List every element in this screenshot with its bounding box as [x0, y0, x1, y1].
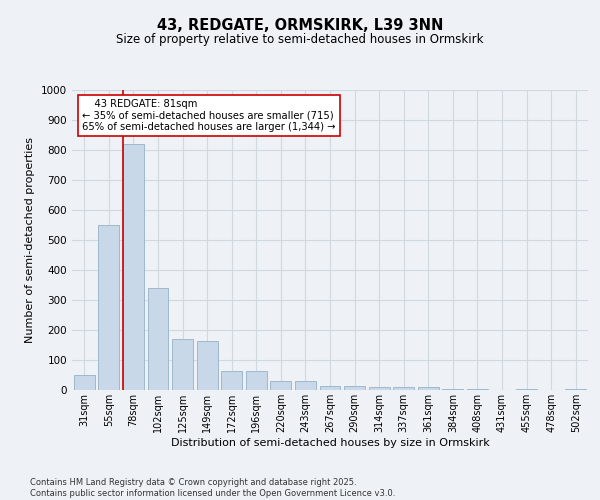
Bar [516, 388, 537, 390]
Bar [74, 375, 95, 390]
Bar [271, 381, 292, 390]
Text: 43 REDGATE: 81sqm
← 35% of semi-detached houses are smaller (715)
65% of semi-de: 43 REDGATE: 81sqm ← 35% of semi-detached… [82, 99, 336, 132]
Bar [123, 144, 144, 390]
Y-axis label: Number of semi-detached properties: Number of semi-detached properties [25, 137, 35, 343]
Bar [246, 370, 267, 390]
Bar [221, 370, 242, 390]
Text: 43, REDGATE, ORMSKIRK, L39 3NN: 43, REDGATE, ORMSKIRK, L39 3NN [157, 18, 443, 32]
Text: Size of property relative to semi-detached houses in Ormskirk: Size of property relative to semi-detach… [116, 32, 484, 46]
Bar [320, 386, 340, 390]
X-axis label: Distribution of semi-detached houses by size in Ormskirk: Distribution of semi-detached houses by … [170, 438, 490, 448]
Bar [344, 386, 365, 390]
Bar [98, 225, 119, 390]
Bar [295, 381, 316, 390]
Text: Contains HM Land Registry data © Crown copyright and database right 2025.
Contai: Contains HM Land Registry data © Crown c… [30, 478, 395, 498]
Bar [368, 387, 389, 390]
Bar [172, 339, 193, 390]
Bar [418, 387, 439, 390]
Bar [148, 288, 169, 390]
Bar [467, 388, 488, 390]
Bar [393, 387, 414, 390]
Bar [442, 388, 463, 390]
Bar [197, 340, 218, 390]
Bar [565, 388, 586, 390]
